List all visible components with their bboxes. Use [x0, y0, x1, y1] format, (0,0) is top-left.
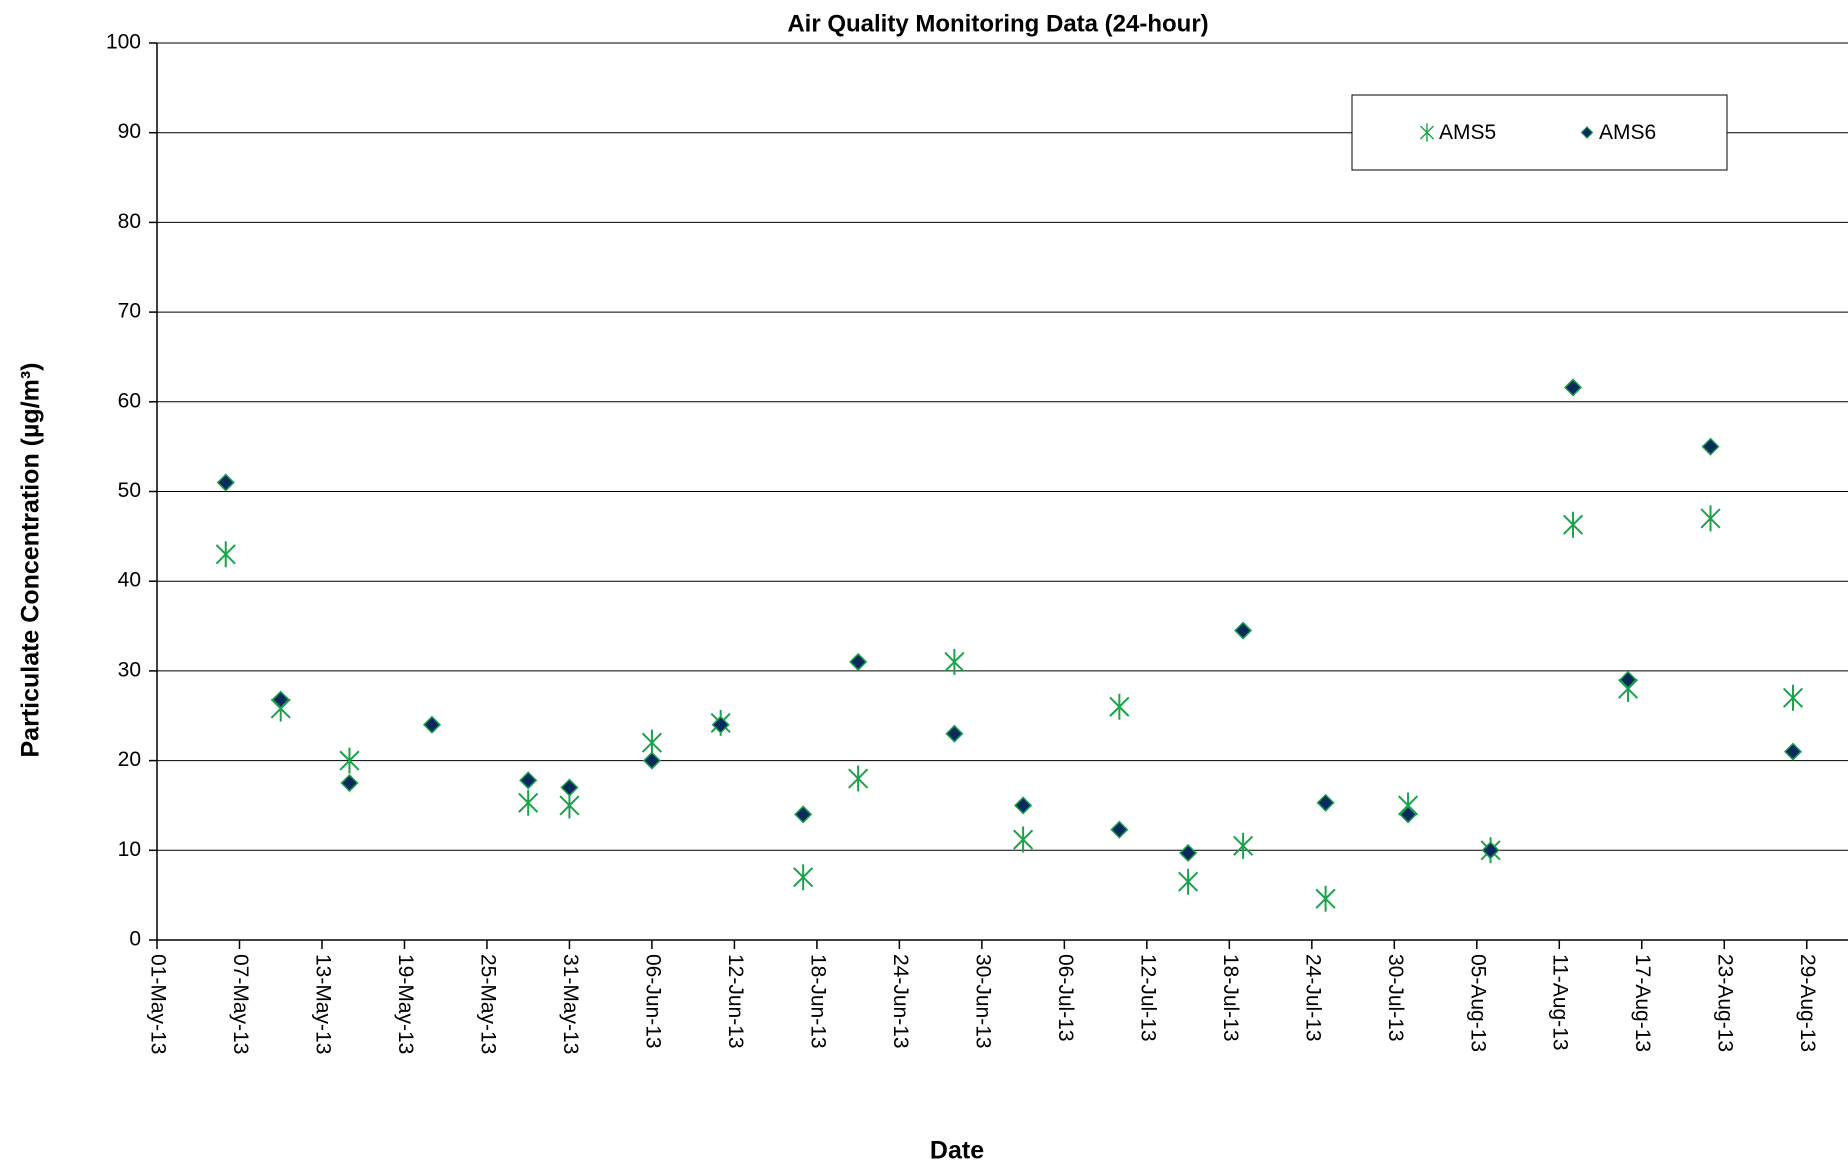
x-tick-label: 23-Aug-13	[1714, 954, 1737, 1052]
point	[1481, 841, 1500, 860]
x-tick-label: 30-Jun-13	[971, 954, 994, 1049]
point	[1316, 793, 1335, 812]
point	[1013, 826, 1034, 853]
x-tick-label: 31-May-13	[559, 954, 582, 1054]
x-tick-label: 17-Aug-13	[1631, 954, 1654, 1052]
point	[1178, 868, 1199, 895]
y-axis-title: Particulate Concentration (µg/m³)	[17, 363, 45, 758]
point	[1782, 684, 1804, 711]
x-tick-label: 25-May-13	[476, 954, 499, 1054]
point	[1618, 670, 1638, 689]
x-tick-label: 24-Jul-13	[1301, 954, 1324, 1042]
point	[641, 729, 662, 756]
x-tick-label: 13-May-13	[311, 954, 334, 1054]
x-tick-label: 06-Jun-13	[641, 954, 664, 1049]
point	[711, 715, 730, 734]
point	[1563, 378, 1583, 397]
y-tick-label: 30	[118, 658, 141, 681]
chart-title: Air Quality Monitoring Data (24-hour)	[787, 10, 1208, 37]
legend	[1351, 94, 1728, 171]
point	[1783, 742, 1803, 761]
y-tick-label: 90	[118, 120, 141, 143]
x-tick-label: 12-Jun-13	[724, 954, 747, 1049]
legend-label: AMS5	[1439, 121, 1496, 144]
point	[271, 690, 290, 709]
legend-label: AMS6	[1599, 121, 1656, 144]
point	[944, 648, 965, 675]
y-tick-label: 20	[118, 748, 141, 771]
x-tick-label: 30-Jul-13	[1384, 954, 1407, 1042]
point	[794, 805, 813, 824]
point	[1562, 511, 1584, 538]
x-tick-label: 01-May-13	[146, 954, 169, 1054]
x-tick-label: 05-Aug-13	[1466, 954, 1489, 1052]
y-tick-label: 100	[106, 31, 141, 54]
point	[1109, 693, 1130, 720]
point	[519, 771, 538, 790]
point	[1233, 832, 1254, 859]
point	[1315, 885, 1336, 912]
y-tick-label: 40	[118, 569, 141, 592]
point	[560, 778, 579, 797]
y-tick-label: 0	[129, 928, 141, 951]
x-tick-label: 18-Jun-13	[806, 954, 829, 1049]
x-tick-label: 24-Jun-13	[889, 954, 912, 1049]
point	[642, 751, 661, 770]
x-tick-label: 11-Aug-13	[1549, 954, 1572, 1051]
x-tick-label: 07-May-13	[229, 954, 252, 1054]
point	[1014, 796, 1033, 815]
point	[793, 864, 814, 891]
y-tick-label: 50	[118, 479, 141, 502]
x-tick-label: 18-Jul-13	[1219, 954, 1242, 1042]
point	[215, 541, 236, 568]
point	[422, 715, 442, 734]
point	[216, 473, 235, 492]
point	[945, 724, 964, 743]
y-tick-label: 60	[118, 389, 141, 412]
point	[559, 792, 580, 819]
legend-marker	[1419, 123, 1435, 142]
y-tick-label: 10	[118, 838, 141, 861]
point	[1399, 805, 1418, 824]
legend-item: AMS6	[1580, 121, 1656, 144]
point	[849, 652, 868, 671]
x-tick-label: 29-Aug-13	[1796, 954, 1819, 1052]
point	[1234, 621, 1253, 640]
legend-item: AMS5	[1419, 121, 1496, 144]
y-tick-label: 70	[118, 300, 141, 323]
x-tick-label: 12-Jul-13	[1136, 954, 1159, 1042]
point	[1179, 843, 1198, 863]
x-axis-title: Date	[930, 1137, 984, 1165]
point	[848, 765, 869, 792]
legend-marker	[1580, 126, 1594, 139]
point	[1110, 820, 1129, 839]
point	[340, 773, 359, 793]
x-tick-label: 06-Jul-13	[1054, 954, 1077, 1042]
point	[339, 747, 360, 774]
y-tick-label: 80	[118, 210, 141, 233]
point	[1700, 505, 1721, 532]
point	[1701, 437, 1720, 456]
x-tick-label: 19-May-13	[394, 954, 417, 1054]
point	[518, 789, 539, 816]
series	[216, 378, 1803, 863]
